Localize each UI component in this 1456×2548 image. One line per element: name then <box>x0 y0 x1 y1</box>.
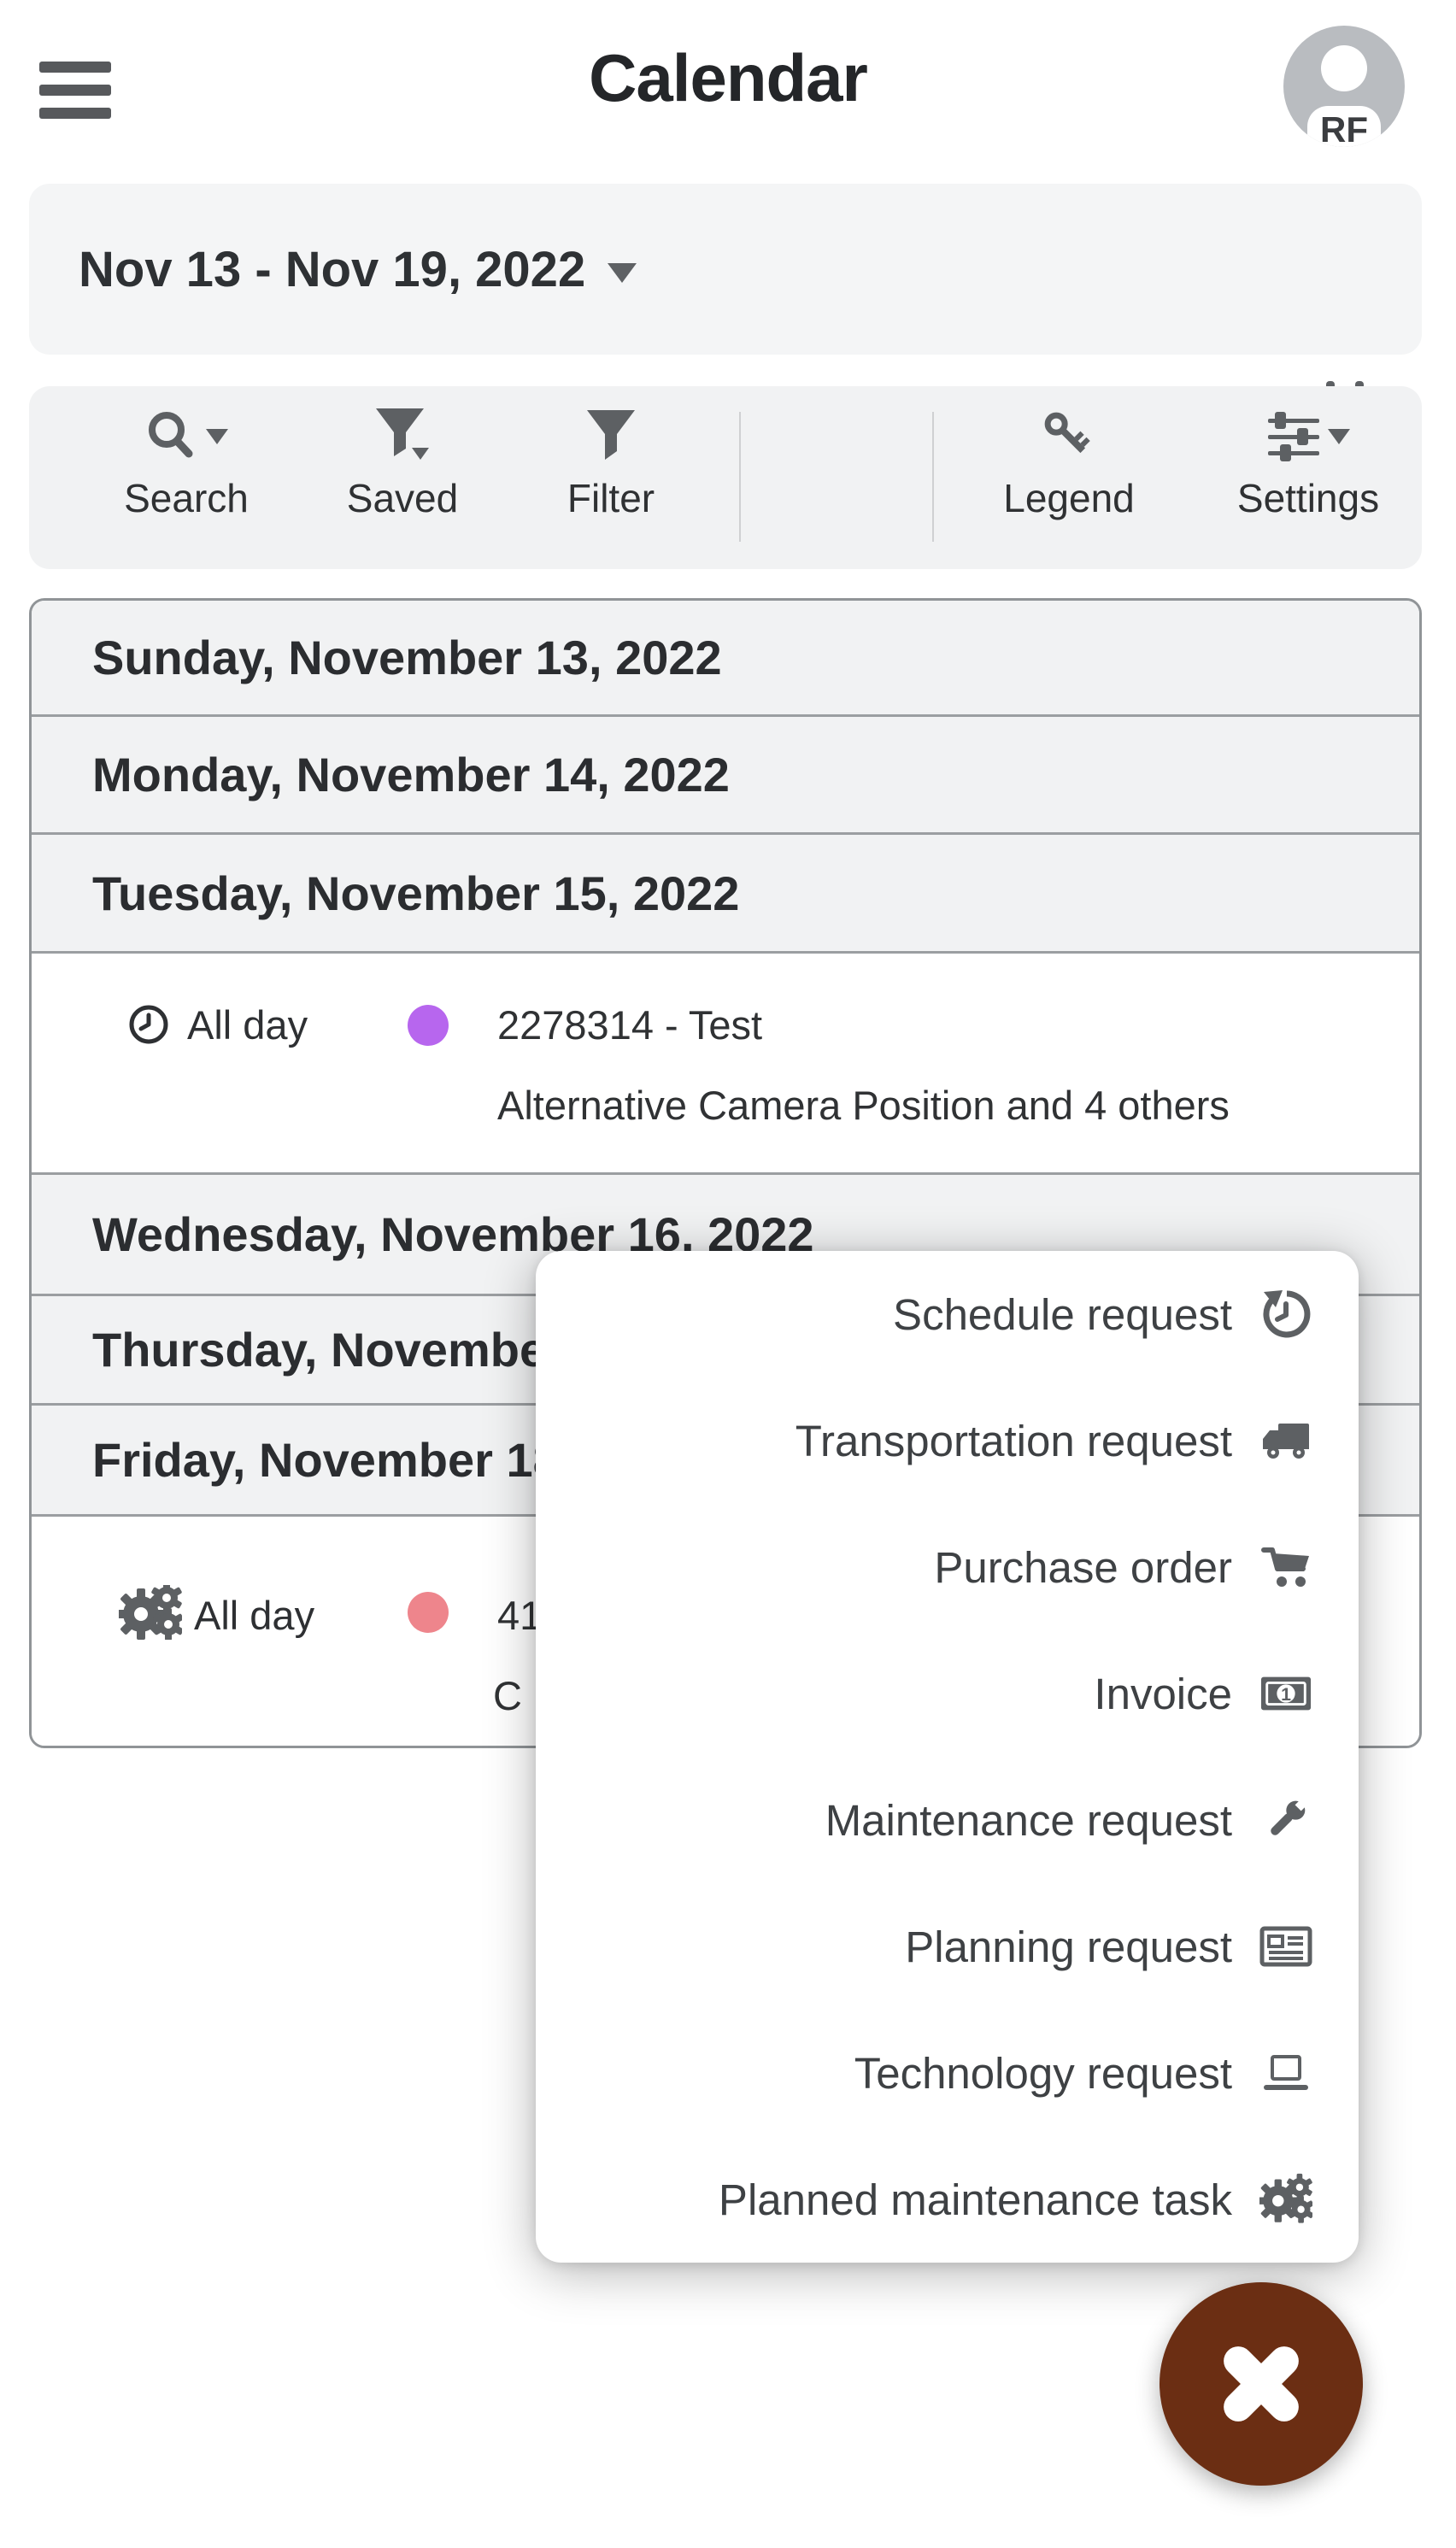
day-header-sunday[interactable]: Sunday, November 13, 2022 <box>32 601 1419 717</box>
toolbar: Search Saved Filter <box>29 386 1422 569</box>
cart-icon <box>1261 1547 1309 1587</box>
saved-filter-icon <box>376 408 429 460</box>
person-icon <box>1307 45 1381 147</box>
page-title: Calendar <box>589 40 868 115</box>
day-label: Tuesday, November 15, 2022 <box>92 866 740 920</box>
event-subtitle: C <box>493 1673 522 1718</box>
menu-item-label: Schedule request <box>893 1289 1232 1339</box>
menu-item-planned-maintenance-task[interactable]: Planned maintenance task <box>536 2136 1359 2263</box>
day-label: Sunday, November 13, 2022 <box>92 631 722 684</box>
menu-item-label: Invoice <box>1094 1669 1232 1718</box>
settings-label: Settings <box>1236 476 1380 520</box>
legend-key-icon <box>1044 412 1090 454</box>
day-header-tuesday[interactable]: Tuesday, November 15, 2022 <box>32 835 1419 954</box>
legend-label: Legend <box>1003 476 1135 520</box>
settings-button[interactable]: Settings <box>1197 400 1419 521</box>
day-header-monday[interactable]: Monday, November 14, 2022 <box>32 717 1419 835</box>
menu-item-label: Planned maintenance task <box>718 2175 1232 2224</box>
chevron-down-icon <box>1328 429 1350 444</box>
event-time-label: All day <box>187 1002 308 1048</box>
date-bar: Nov 13 - Nov 19, 2022 View <box>29 184 1422 499</box>
truck-icon <box>1263 1424 1309 1459</box>
gears-icon <box>1259 2172 1312 2227</box>
menu-item-label: Maintenance request <box>825 1795 1232 1845</box>
search-icon <box>149 412 193 458</box>
event-color-dot <box>408 1005 449 1046</box>
menu-item-label: Technology request <box>854 2048 1232 2098</box>
close-fab-button[interactable] <box>1160 2282 1363 2486</box>
money-bill-icon: 1 <box>1260 1676 1312 1711</box>
menu-item-technology-request[interactable]: Technology request <box>536 2010 1359 2136</box>
history-icon <box>1263 1290 1311 1338</box>
saved-filters-button[interactable]: Saved <box>291 400 514 521</box>
settings-sliders-icon <box>1268 412 1319 461</box>
menu-item-label: Purchase order <box>934 1542 1232 1592</box>
avatar[interactable]: RF <box>1283 26 1405 147</box>
saved-label: Saved <box>346 476 459 520</box>
chevron-down-icon <box>608 262 637 283</box>
filter-label: Filter <box>567 476 655 520</box>
event-title: 2278314 - Test <box>497 1002 763 1048</box>
newspaper-icon <box>1259 1926 1312 1967</box>
menu-item-maintenance-request[interactable]: Maintenance request <box>536 1757 1359 1883</box>
menu-item-purchase-order[interactable]: Purchase order <box>536 1504 1359 1630</box>
event-title: 41 <box>497 1593 543 1638</box>
date-range-label: Nov 13 - Nov 19, 2022 <box>79 241 586 297</box>
toolbar-divider <box>739 412 741 542</box>
create-menu-popup: Schedule request Transportation request <box>536 1251 1359 2263</box>
menu-item-invoice[interactable]: Invoice 1 <box>536 1630 1359 1757</box>
menu-item-schedule-request[interactable]: Schedule request <box>536 1251 1359 1377</box>
day-label: Monday, November 14, 2022 <box>92 748 730 801</box>
filter-button[interactable]: Filter <box>500 400 722 521</box>
laptop-icon <box>1264 2055 1308 2090</box>
chevron-down-icon <box>206 429 228 444</box>
event-color-dot <box>408 1592 449 1633</box>
close-icon <box>1224 2346 1299 2422</box>
legend-button[interactable]: Legend <box>958 400 1180 521</box>
event-row-tuesday[interactable]: All day 2278314 - Test Alternative Camer… <box>32 954 1419 1175</box>
filter-icon <box>587 410 635 460</box>
clock-icon <box>129 1005 168 1044</box>
svg-text:1: 1 <box>1281 1684 1291 1705</box>
date-range-dropdown[interactable]: Nov 13 - Nov 19, 2022 <box>79 184 637 355</box>
menu-item-planning-request[interactable]: Planning request <box>536 1883 1359 2010</box>
search-label: Search <box>124 476 249 520</box>
hamburger-menu-icon[interactable] <box>39 62 111 120</box>
menu-item-transportation-request[interactable]: Transportation request <box>536 1377 1359 1504</box>
event-time-label: All day <box>194 1593 315 1638</box>
toolbar-divider <box>932 412 934 542</box>
wrench-icon <box>1271 1796 1310 1835</box>
avatar-initials: RF <box>1320 109 1368 147</box>
gears-icon <box>119 1585 182 1640</box>
search-button[interactable]: Search <box>75 400 297 521</box>
event-subtitle: Alternative Camera Position and 4 others <box>497 1083 1230 1128</box>
menu-item-label: Transportation request <box>795 1416 1232 1465</box>
menu-item-label: Planning request <box>905 1922 1232 1971</box>
